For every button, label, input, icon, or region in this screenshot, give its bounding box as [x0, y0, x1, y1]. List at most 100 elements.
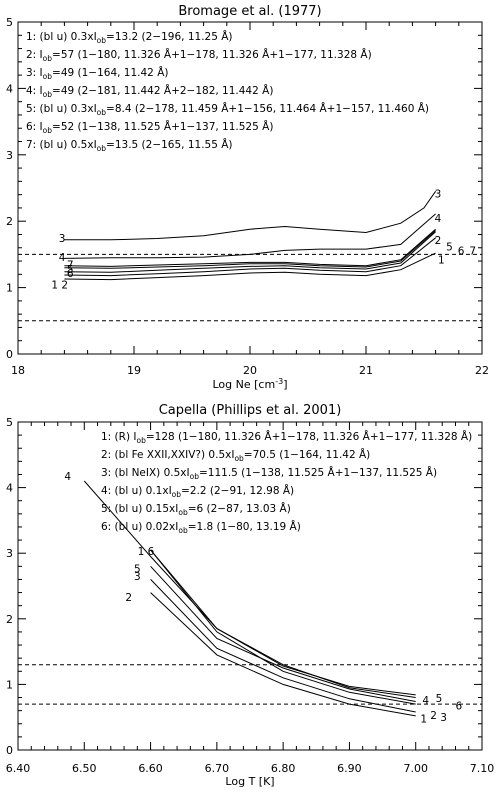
legend-subscript: ob — [178, 508, 188, 517]
legend-entry: 1: (bl u) 0.3xIob=13.2 (2−196, 11.25 Å) — [26, 30, 233, 45]
series-number-label: 5 — [134, 563, 141, 575]
x-tick-label: 18 — [11, 364, 25, 377]
series-number-label: 4 — [422, 695, 429, 707]
x-axis-label: Log Ne [cm-3] — [213, 377, 288, 391]
legend-text: =1.8 (1−80, 13.19 Å) — [188, 520, 301, 533]
legend-text: 6: I — [26, 121, 43, 133]
series-number-label: 2 — [430, 710, 437, 722]
series-line-3 — [64, 191, 437, 241]
legend-entry: 1: (R) Iob=128 (1−180, 11.326 Å+1−178, 1… — [101, 430, 472, 445]
x-axis-label-text: Log Ne [cm — [213, 378, 276, 391]
legend-text: =2.2 (2−91, 12.98 Å) — [181, 484, 294, 497]
y-tick-label: 0 — [6, 348, 13, 361]
chart-title: Capella (Phillips et al. 2001) — [159, 403, 342, 418]
series-number-label: 7 — [67, 259, 74, 271]
legend-entry: 4: Iob=49 (2−181, 11.442 Å+2−182, 11.442… — [26, 84, 273, 99]
series-line-5 — [64, 231, 436, 273]
legend-subscript: ob — [97, 108, 107, 117]
x-axis-label-text: Log T [K] — [225, 775, 274, 788]
y-tick-label: 3 — [6, 547, 13, 560]
series-number-label: 3 — [59, 233, 66, 245]
x-tick-label: 6.90 — [337, 762, 362, 775]
y-tick-label: 5 — [6, 416, 13, 429]
legend-entry: 5: (bl u) 0.15xIob=6 (2−87, 13.03 Å) — [101, 502, 291, 517]
legend-entry: 4: (bl u) 0.1xIob=2.2 (2−91, 12.98 Å) — [101, 484, 294, 499]
y-tick-label: 2 — [6, 215, 13, 228]
legend-subscript: ob — [43, 54, 53, 63]
x-tick-label: 20 — [243, 364, 257, 377]
series-number-label: 6 — [458, 245, 465, 257]
legend-entry: 3: (bl NeIX) 0.5xIob=111.5 (1−138, 11.52… — [101, 466, 437, 481]
series-line-2 — [64, 237, 436, 277]
legend-text: 5: (bl u) 0.15xI — [101, 503, 178, 515]
x-tick-label: 7.00 — [403, 762, 428, 775]
legend-text: =57 (1−180, 11.326 Å+1−178, 11.326 Å+1−1… — [52, 48, 372, 61]
x-tick-label: 22 — [475, 364, 489, 377]
legend-entry: 5: (bl u) 0.3xIob=8.4 (2−178, 11.459 Å+1… — [26, 102, 429, 117]
legend-text: 6: (bl u) 0.02xI — [101, 521, 178, 533]
legend-text: 1: (bl u) 0.3xI — [26, 31, 97, 43]
y-tick-label: 2 — [6, 613, 13, 626]
legend-text: 3: (bl NeIX) 0.5xI — [101, 467, 190, 479]
legend-text: =52 (1−138, 11.525 Å+1−137, 11.525 Å) — [52, 120, 273, 133]
legend-subscript: ob — [172, 490, 182, 499]
legend-subscript: ob — [178, 526, 188, 535]
series-number-label: 6 — [67, 268, 74, 280]
x-tick-label: 6.40 — [6, 762, 31, 775]
legend-text: 4: (bl u) 0.1xI — [101, 485, 172, 497]
series-line-4 — [64, 213, 436, 259]
x-axis-label-sup: -3 — [275, 377, 283, 386]
series-number-label: 1 — [438, 255, 445, 267]
series-line-6 — [64, 230, 436, 269]
legend-text: 2: I — [26, 49, 43, 61]
series-line-5 — [150, 565, 416, 702]
panel-capella: Capella (Phillips et al. 2001) 6.40 6.50 6.… — [6, 403, 495, 788]
legend-entry: 2: (bl Fe XXII,XXIV?) 0.5xIob=70.5 (1−16… — [101, 448, 370, 463]
series-number-label: 3 — [435, 188, 442, 200]
series-number-label: 4 — [59, 252, 66, 264]
series-line-2 — [150, 592, 416, 717]
legend-subscript: ob — [43, 126, 53, 135]
legend-entry: 2: Iob=57 (1−180, 11.326 Å+1−178, 11.326… — [26, 48, 372, 63]
series-number-label: 7 — [469, 245, 476, 257]
legend-text: 3: I — [26, 67, 43, 79]
series-line-3 — [150, 579, 416, 713]
y-tick-label: 4 — [6, 482, 13, 495]
x-tick-label: 6.70 — [205, 762, 230, 775]
x-tick-label: 6.80 — [271, 762, 296, 775]
legend-text: 5: (bl u) 0.3xI — [26, 103, 97, 115]
series-line-7 — [64, 228, 436, 267]
legend-text: =49 (1−164, 11.42 Å) — [52, 66, 168, 79]
legend-subscript: ob — [136, 436, 146, 445]
legend-subscript: ob — [190, 472, 200, 481]
y-tick-label: 5 — [6, 16, 13, 29]
legend-entry: 3: Iob=49 (1−164, 11.42 Å) — [26, 66, 168, 81]
legend-text: 4: I — [26, 85, 43, 97]
x-axis-label-end: ] — [283, 378, 287, 391]
series-line-6 — [150, 549, 416, 696]
series-number-label: 2 — [125, 592, 132, 604]
legend-text: =49 (2−181, 11.442 Å+2−182, 11.442 Å) — [52, 84, 273, 97]
x-tick-label: 6.60 — [138, 762, 163, 775]
series-number-label: 6 — [455, 700, 462, 712]
legend-text: =128 (1−180, 11.326 Å+1−178, 11.326 Å+1−… — [146, 430, 472, 443]
chart-title: Bromage et al. (1977) — [178, 4, 321, 19]
x-axis-label: Log T [K] — [225, 775, 274, 788]
series-number-label: 5 — [446, 241, 453, 253]
legend-entry: 7: (bl u) 0.5xIob=13.5 (2−165, 11.55 Å) — [26, 138, 233, 153]
legend-subscript: ob — [234, 454, 244, 463]
series-number-label: 2 — [435, 235, 442, 247]
legend-subscript: ob — [43, 72, 53, 81]
x-tick-label: 19 — [127, 364, 141, 377]
y-tick-label: 1 — [6, 678, 13, 691]
x-tick-label: 21 — [359, 364, 373, 377]
legend-text: 7: (bl u) 0.5xI — [26, 139, 97, 151]
legend-text: =111.5 (1−138, 11.525 Å+1−137, 11.525 Å) — [199, 466, 437, 479]
series-line-1 — [150, 549, 416, 705]
legend-text: =8.4 (2−178, 11.459 Å+1−156, 11.464 Å+1−… — [106, 102, 429, 115]
y-tick-label: 0 — [6, 744, 13, 757]
x-tick-label: 7.10 — [470, 762, 495, 775]
panel-bromage: Bromage et al. (1977) 18 19 20 21 22 0 1 2 3 4 5 Log… — [6, 4, 489, 391]
series-number-label: 1 — [420, 714, 427, 726]
series-number-label: 4 — [435, 213, 442, 225]
